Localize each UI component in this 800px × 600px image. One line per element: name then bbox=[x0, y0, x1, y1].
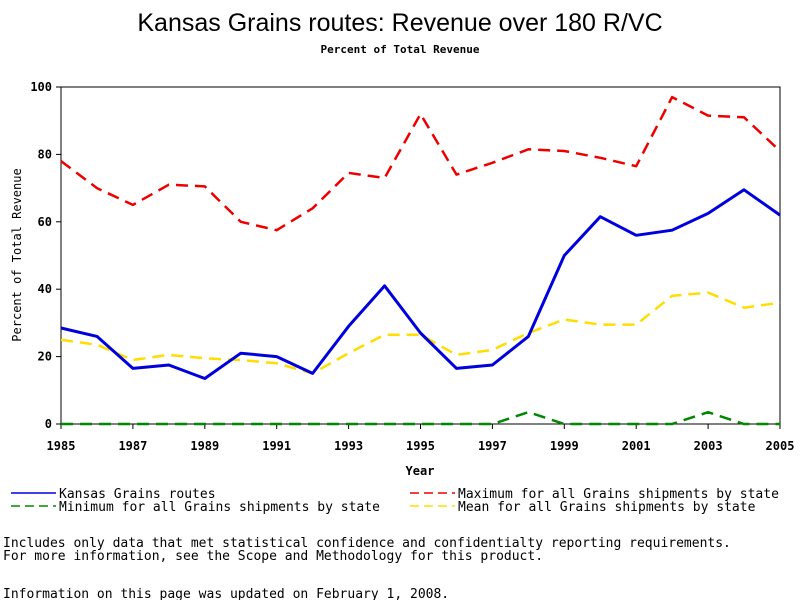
y-tick-label: 60 bbox=[38, 215, 52, 229]
x-tick-label: 1997 bbox=[478, 439, 507, 453]
y-tick-label: 80 bbox=[38, 147, 52, 161]
legend-label: Maximum for all Grains shipments by stat… bbox=[458, 487, 779, 502]
y-axis-label: Percent of Total Revenue bbox=[10, 168, 24, 341]
x-axis-ticks: 1985 1987 1989 1991 1993 1995 1997 1999 2001 2003… bbox=[47, 424, 795, 453]
legend-label: Mean for all Grains shipments by state bbox=[458, 500, 756, 515]
x-tick-label: 2005 bbox=[766, 439, 795, 453]
x-tick-label: 1985 bbox=[47, 439, 76, 453]
x-tick-label: 2001 bbox=[622, 439, 651, 453]
x-tick-label: 2003 bbox=[694, 439, 723, 453]
series-line-1 bbox=[60, 95, 781, 232]
x-axis-label: Year bbox=[406, 464, 435, 478]
legend-label: Minimum for all Grains shipments by stat… bbox=[59, 500, 380, 515]
series-line-2 bbox=[61, 410, 780, 426]
y-axis-ticks: 0 20 40 60 80 100 bbox=[30, 80, 61, 431]
x-tick-label: 1993 bbox=[334, 439, 363, 453]
x-tick-label: 1991 bbox=[262, 439, 291, 453]
footnote-line-1: Includes only data that met statistical … bbox=[3, 536, 731, 551]
series-lines bbox=[60, 95, 781, 426]
series-line-0 bbox=[60, 188, 781, 380]
chart-subtitle: Percent of Total Revenue bbox=[321, 43, 480, 56]
y-tick-label: 20 bbox=[38, 350, 52, 364]
x-tick-label: 1987 bbox=[118, 439, 147, 453]
plot-frame bbox=[60, 86, 781, 425]
y-tick-label: 0 bbox=[45, 417, 52, 431]
x-tick-label: 1989 bbox=[190, 439, 219, 453]
y-tick-label: 40 bbox=[38, 282, 52, 296]
series-line-3 bbox=[60, 291, 781, 375]
chart-title: Kansas Grains routes: Revenue over 180 R… bbox=[137, 9, 662, 37]
footnote-line-2: For more information, see the Scope and … bbox=[3, 549, 543, 564]
footnote-line-3: Information on this page was updated on … bbox=[3, 587, 449, 600]
x-tick-label: 1999 bbox=[550, 439, 579, 453]
x-tick-label: 1995 bbox=[406, 439, 435, 453]
y-tick-label: 100 bbox=[30, 80, 52, 94]
legend-label: Kansas Grains routes bbox=[59, 487, 216, 502]
legend: Kansas Grains routes Maximum for all Grai… bbox=[11, 487, 779, 515]
